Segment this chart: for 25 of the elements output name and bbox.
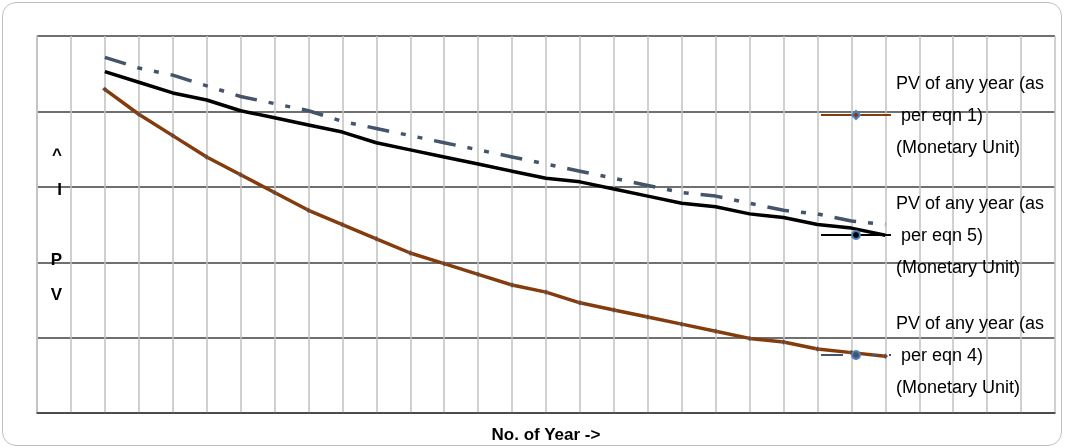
point <box>475 271 481 278</box>
point <box>780 339 787 345</box>
point <box>305 207 312 214</box>
point <box>611 307 617 313</box>
point <box>339 221 346 228</box>
point <box>746 335 753 342</box>
point <box>577 300 583 306</box>
point <box>678 321 685 327</box>
point <box>102 86 108 93</box>
point <box>373 235 380 242</box>
point <box>712 328 719 335</box>
point <box>509 282 515 288</box>
x-axis-title: No. of Year -> <box>491 425 601 444</box>
point <box>169 132 176 139</box>
point <box>882 353 889 359</box>
point <box>136 111 142 118</box>
point <box>543 289 549 295</box>
point <box>203 154 210 160</box>
point <box>814 346 821 352</box>
point <box>271 189 278 196</box>
legend-label: PV of any year (as per eqn 4) (Monetary Unit) <box>896 313 1045 397</box>
point <box>237 171 244 178</box>
point <box>407 250 414 256</box>
point <box>645 314 651 320</box>
point <box>441 260 447 267</box>
